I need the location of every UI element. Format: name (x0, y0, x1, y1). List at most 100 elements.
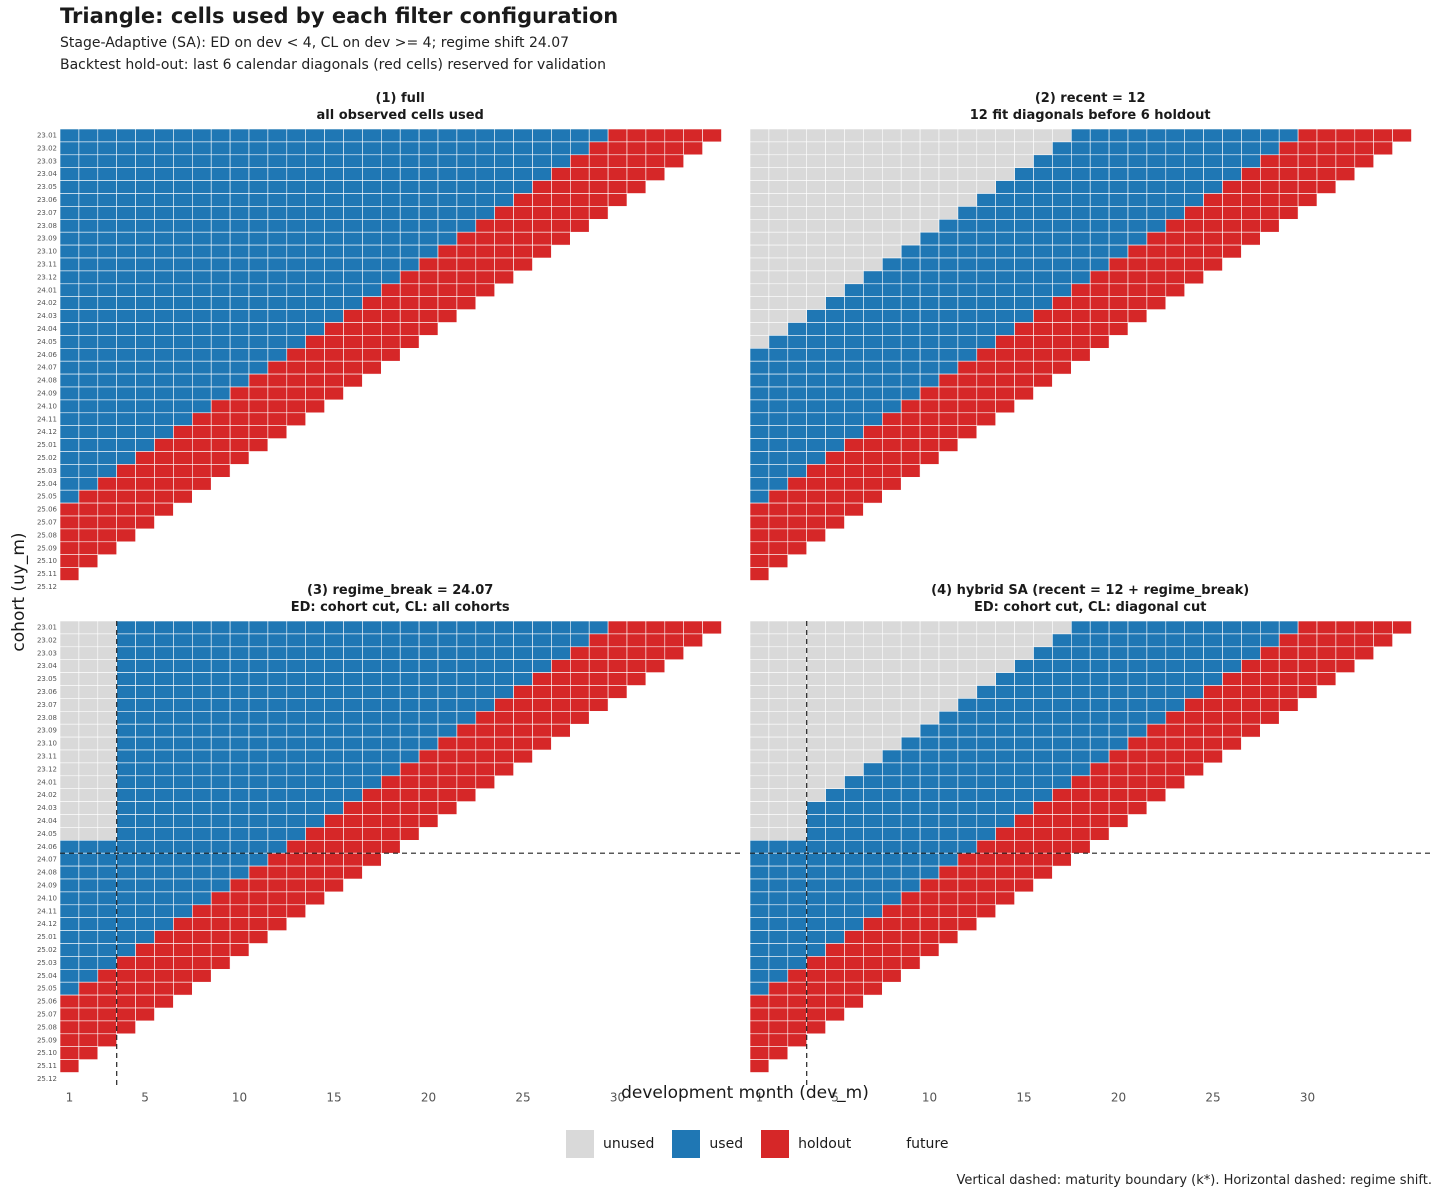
cell-used (210, 180, 231, 194)
cell-used (59, 451, 80, 465)
cell-used (919, 244, 940, 259)
cell-holdout (97, 1020, 118, 1035)
cell-used (1184, 167, 1204, 181)
cell-used (1033, 206, 1053, 220)
y-tick-label: 23.10 (37, 740, 57, 748)
cell-used (1203, 167, 1223, 181)
cell-used (210, 865, 231, 880)
cell-used (97, 167, 118, 181)
y-tick-label: 23.05 (37, 183, 57, 191)
cell-used (78, 322, 99, 336)
cell-holdout (1089, 775, 1110, 789)
cell-used (1203, 659, 1223, 673)
cell-used (1165, 154, 1186, 169)
cell-holdout (380, 827, 401, 841)
cell-holdout (229, 451, 250, 465)
cell-used (1165, 206, 1186, 220)
y-tick-label: 23.08 (37, 714, 57, 722)
cell-holdout (976, 891, 996, 906)
cell-used (863, 762, 883, 777)
cell-used (135, 141, 155, 156)
cell-unused (78, 775, 99, 789)
cell-used (787, 878, 807, 893)
cell-used (418, 723, 439, 738)
cell-holdout (976, 399, 996, 414)
cell-used (938, 775, 959, 789)
cell-used (267, 283, 288, 297)
cell-used (532, 154, 552, 169)
cell-used (844, 399, 864, 414)
cell-used (806, 917, 826, 931)
cell-used (116, 283, 136, 297)
cell-used (863, 296, 883, 310)
cell-used (78, 386, 99, 401)
cell-used (210, 167, 231, 181)
cell-used (59, 219, 80, 233)
cell-used (192, 322, 212, 336)
cell-holdout (1184, 762, 1204, 777)
cell-holdout (1316, 180, 1337, 194)
cell-unused (806, 633, 826, 648)
cell-used (362, 620, 382, 635)
cell-holdout (1089, 283, 1110, 297)
legend-key-used (672, 1130, 701, 1158)
cell-holdout (1089, 827, 1110, 841)
cell-used (976, 710, 996, 725)
cell-holdout (1033, 373, 1053, 388)
cell-used (229, 141, 250, 156)
cell-holdout (1222, 231, 1242, 246)
cell-holdout (343, 827, 363, 841)
y-tick-label: 24.12 (37, 428, 57, 436)
cell-used (116, 219, 136, 233)
cell-used (995, 775, 1015, 789)
cell-holdout (995, 335, 1015, 349)
cell-used (305, 736, 325, 751)
cell-used (116, 373, 136, 388)
cell-used (1203, 672, 1223, 686)
cell-used (1203, 620, 1223, 635)
cell-used (380, 672, 401, 686)
chart-caption: Vertical dashed: maturity boundary (k*).… (956, 1173, 1432, 1188)
cell-unused (881, 206, 902, 220)
cell-used (1089, 257, 1110, 272)
cell-holdout (97, 476, 118, 491)
cell-used (192, 672, 212, 686)
cell-holdout (1127, 283, 1148, 297)
cell-unused (863, 231, 883, 246)
cell-holdout (418, 801, 439, 815)
cell-holdout (154, 968, 174, 983)
cell-used (59, 360, 80, 375)
cell-unused (787, 672, 807, 686)
cell-unused (749, 270, 770, 285)
cell-used (825, 904, 845, 918)
cell-holdout (78, 541, 99, 555)
cell-used (116, 943, 136, 957)
cell-holdout (844, 968, 864, 983)
y-tick-label: 25.07 (37, 1010, 57, 1018)
y-tick-label: 24.11 (37, 415, 57, 423)
cell-unused (749, 231, 770, 246)
cell-used (362, 710, 382, 725)
cell-used (59, 296, 80, 310)
cell-used (267, 270, 288, 285)
cell-used (919, 360, 940, 375)
y-axis-title: cohort (uy_m) (9, 532, 29, 651)
y-tick-label: 23.04 (37, 662, 58, 670)
cell-holdout (995, 839, 1015, 854)
cell-used (995, 206, 1015, 220)
cell-holdout (588, 206, 609, 220)
cell-used (173, 801, 193, 815)
cell-holdout (305, 386, 325, 401)
cell-used (1033, 749, 1053, 764)
cell-unused (825, 736, 845, 751)
cell-unused (957, 620, 978, 635)
cell-unused (919, 710, 940, 725)
cell-unused (768, 749, 789, 764)
cell-holdout (1278, 646, 1299, 660)
cell-used (210, 633, 231, 648)
cell-unused (768, 180, 789, 194)
cell-unused (900, 723, 921, 738)
cell-holdout (787, 528, 807, 543)
cell-holdout (1052, 347, 1072, 362)
cell-holdout (267, 852, 288, 867)
